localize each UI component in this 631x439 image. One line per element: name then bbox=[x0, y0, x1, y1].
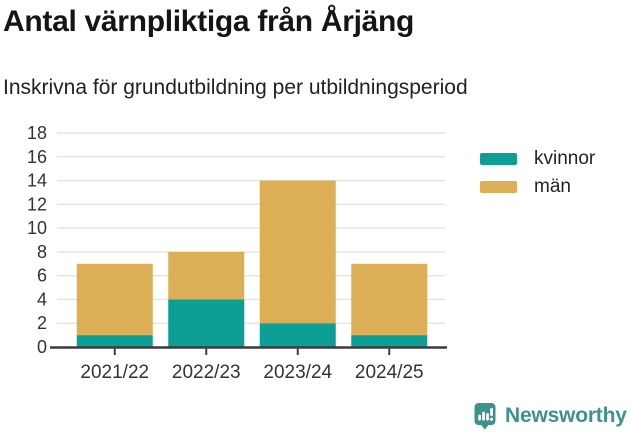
svg-text:2022/23: 2022/23 bbox=[172, 362, 241, 383]
legend: kvinnor män bbox=[480, 145, 595, 201]
page-title: Antal värnpliktiga från Årjäng bbox=[3, 5, 415, 38]
svg-text:12: 12 bbox=[27, 194, 47, 214]
chart-subtitle: Inskrivna för grundutbildning per utbild… bbox=[3, 76, 468, 99]
svg-text:16: 16 bbox=[27, 147, 47, 167]
svg-text:0: 0 bbox=[37, 337, 47, 357]
legend-label-kvinnor: kvinnor bbox=[534, 148, 596, 169]
svg-text:10: 10 bbox=[27, 218, 47, 238]
legend-swatch-man bbox=[480, 181, 517, 193]
newsworthy-icon bbox=[474, 403, 496, 430]
svg-text:2: 2 bbox=[37, 313, 47, 333]
newsworthy-logo: Newsworthy bbox=[472, 401, 627, 431]
svg-text:2021/22: 2021/22 bbox=[80, 362, 149, 383]
legend-item-kvinnor: kvinnor bbox=[480, 145, 595, 173]
brand-name: Newsworthy bbox=[505, 404, 627, 427]
svg-text:18: 18 bbox=[27, 123, 47, 143]
svg-text:2023/24: 2023/24 bbox=[263, 362, 332, 383]
svg-text:8: 8 bbox=[37, 242, 47, 262]
svg-text:14: 14 bbox=[27, 171, 47, 191]
legend-swatch-kvinnor bbox=[480, 153, 517, 165]
legend-label-man: män bbox=[534, 176, 571, 197]
svg-text:4: 4 bbox=[37, 289, 47, 309]
svg-text:6: 6 bbox=[37, 266, 47, 286]
svg-text:2024/25: 2024/25 bbox=[355, 362, 424, 383]
legend-item-man: män bbox=[480, 173, 595, 201]
